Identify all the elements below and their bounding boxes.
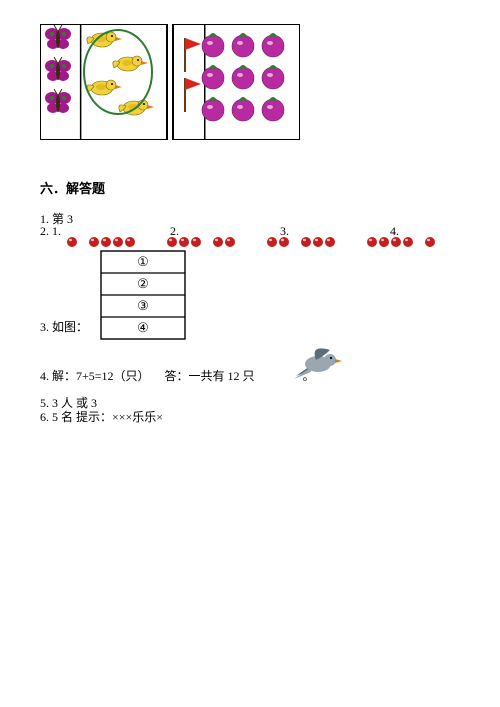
bird-icon-overlay: [290, 346, 342, 382]
answer-2-part-label: 2. 1.: [40, 224, 61, 239]
section-heading: 六．解答题: [40, 178, 105, 197]
answer-3-label: 3. 如图：: [40, 318, 88, 335]
answer-6: 6. 5 名 提示：×××乐乐×: [40, 408, 163, 425]
svg-text:①: ①: [137, 254, 149, 269]
top-counting-figure: [40, 24, 300, 140]
answer-3-table: ① ② ③ ④: [100, 250, 186, 340]
answer-4: 4. 解：7+5=12（只） 答：一共有 12 只 。: [40, 362, 315, 390]
svg-text:③: ③: [137, 298, 149, 313]
answer-4-prefix: 答：一共有 12 只: [165, 369, 255, 383]
answer-2-dots: [66, 234, 500, 250]
answer-4-solve: 4. 解：7+5=12（只）: [40, 369, 150, 383]
svg-text:④: ④: [137, 320, 149, 335]
svg-text:②: ②: [137, 276, 149, 291]
page: 六．解答题 1. 第 3 2. 1.2.3.4. ①②③④ 3. 如图： 4. …: [0, 0, 500, 707]
